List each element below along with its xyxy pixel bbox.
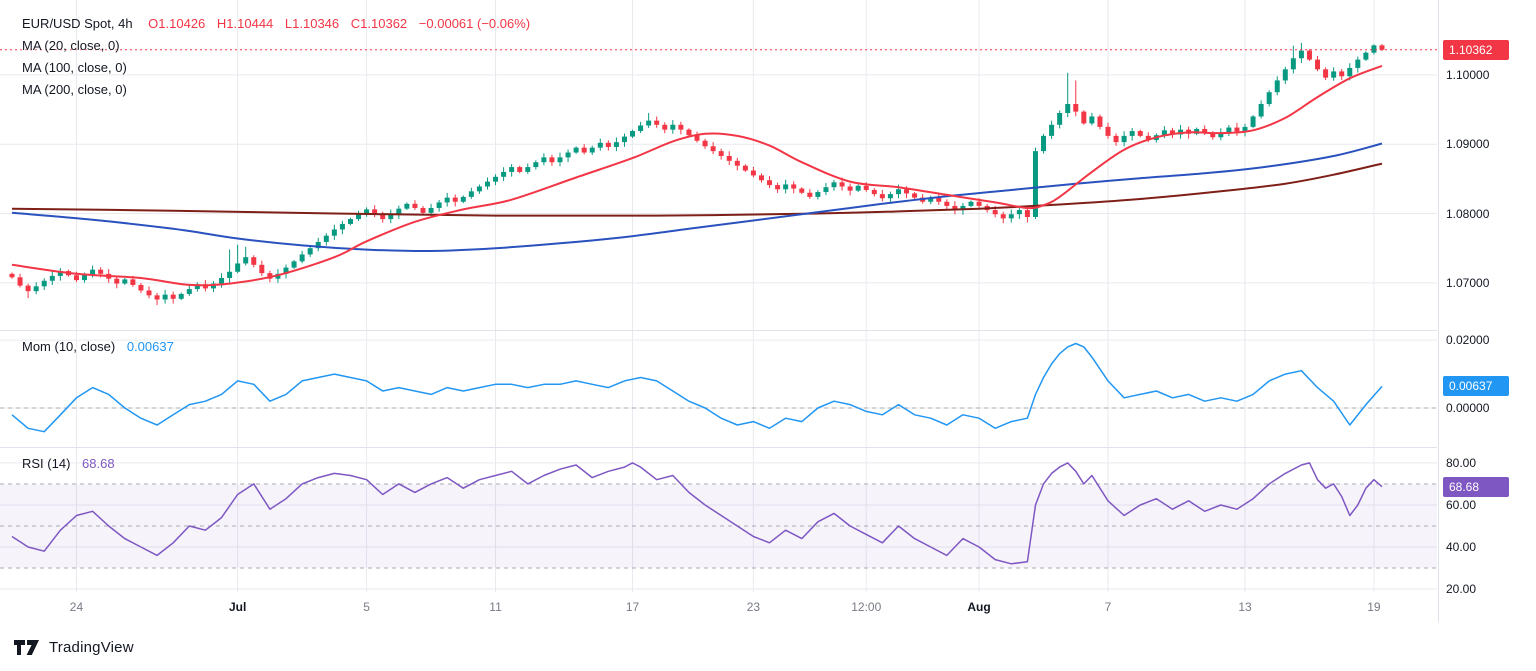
ma20-line <box>11 64 1383 287</box>
legend-ma20-row[interactable]: MA (20, close, 0) <box>22 38 120 53</box>
time-label: 23 <box>746 600 761 614</box>
rsi-tick-label: 80.00 <box>1446 455 1477 470</box>
candlestick-series <box>9 42 1385 306</box>
ma20-label: MA (20, close, 0) <box>22 38 120 53</box>
momentum-tick-label: 0.02000 <box>1446 333 1490 348</box>
momentum-value-badge: 0.00637 <box>1443 376 1509 397</box>
ohlc-open: O1.10426 <box>148 16 206 31</box>
rsi-line <box>11 462 1383 565</box>
tradingview-wordmark[interactable]: TradingView <box>49 638 134 656</box>
chart-canvas[interactable] <box>0 0 1437 622</box>
rsi-tick-label: 40.00 <box>1446 540 1477 554</box>
ohlc-low: L1.10346 <box>284 16 340 31</box>
footer: TradingView <box>0 622 1536 671</box>
time-label: 5 <box>363 600 370 614</box>
ohlc-high: H1.10444 <box>216 16 274 31</box>
legend-ma200-row[interactable]: MA (200, close, 0) <box>22 82 127 97</box>
time-label: 19 <box>1367 600 1381 614</box>
rsi-value-badge: 68.68 <box>1443 476 1509 497</box>
legend-rsi-row[interactable]: RSI (14) 68.68 <box>22 456 115 471</box>
time-label: 13 <box>1238 600 1252 614</box>
last-price-badge: 1.10362 <box>1443 39 1509 60</box>
rsi-band <box>0 483 1437 569</box>
time-axis[interactable]: 24 Jul 5 11 17 23 12:00 Aug 7 13 19 <box>0 592 1437 623</box>
ohlc-close: C1.10362 <box>350 16 408 31</box>
price-tick-label: 1.07000 <box>1446 275 1490 290</box>
time-label: 24 <box>69 600 84 614</box>
ma200-label: MA (200, close, 0) <box>22 82 127 97</box>
legend-momentum-row[interactable]: Mom (10, close) 0.00637 <box>22 339 174 354</box>
ma100-label: MA (100, close, 0) <box>22 60 127 75</box>
ma200-line <box>11 162 1383 217</box>
tradingview-logo-icon[interactable] <box>13 635 40 659</box>
momentum-label: Mom (10, close) <box>22 339 116 354</box>
time-label: 17 <box>625 600 640 614</box>
time-label: 7 <box>1104 600 1112 614</box>
time-label: 11 <box>489 600 502 614</box>
legend-symbol-row[interactable]: EUR/USD Spot, 4h O1.10426 H1.10444 L1.10… <box>22 16 538 31</box>
price-tick-label: 1.08000 <box>1446 206 1490 221</box>
momentum-tick-label: 0.00000 <box>1446 400 1490 415</box>
rsi-tick-label: 60.00 <box>1446 497 1477 512</box>
time-label: Jul <box>228 600 247 614</box>
time-label: 12:00 <box>851 600 882 614</box>
price-tick-label: 1.10000 <box>1446 67 1490 82</box>
rsi-value: 68.68 <box>82 456 115 471</box>
gridlines <box>0 0 1437 592</box>
time-label: Aug <box>967 600 991 614</box>
rsi-tick-label: 20.00 <box>1446 582 1477 597</box>
legend-ma100-row[interactable]: MA (100, close, 0) <box>22 60 127 75</box>
symbol-title[interactable]: EUR/USD Spot, 4h <box>22 16 133 31</box>
rsi-label: RSI (14) <box>22 456 71 471</box>
momentum-line <box>11 342 1383 433</box>
price-tick-label: 1.09000 <box>1446 137 1490 152</box>
ohlc-change: −0.00061 (−0.06%) <box>418 16 531 31</box>
price-axis[interactable]: 1.10362 0.00637 68.68 1.10000 1.09000 1.08… <box>1438 0 1536 622</box>
momentum-value: 0.00637 <box>126 339 174 354</box>
ma100-line <box>11 142 1383 253</box>
